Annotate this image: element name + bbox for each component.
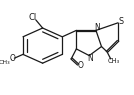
- Text: CH₃: CH₃: [108, 58, 120, 64]
- Text: N: N: [87, 54, 93, 63]
- Text: O: O: [78, 61, 84, 70]
- Text: S: S: [118, 17, 123, 26]
- Text: CH₃: CH₃: [0, 60, 11, 65]
- Text: Cl: Cl: [28, 13, 37, 22]
- Text: O: O: [9, 54, 15, 63]
- Text: N: N: [95, 23, 100, 32]
